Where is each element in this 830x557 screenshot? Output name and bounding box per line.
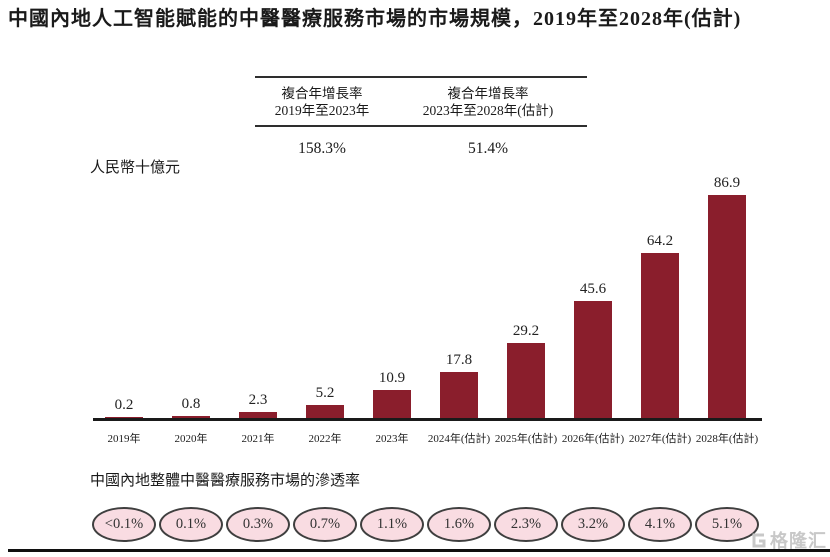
penetration-title: 中國內地整體中醫醫療服務市場的滲透率 <box>90 473 361 489</box>
watermark: 格隆汇 <box>750 527 827 553</box>
penetration-bubble: 0.3% <box>226 507 290 542</box>
penetration-bubble: 2.3% <box>494 507 558 542</box>
cagr-header-col1: 複合年增長率 2019年至2023年 <box>255 85 389 119</box>
bar-group: 0.2 <box>84 397 164 418</box>
cagr-header-col1-line2: 2019年至2023年 <box>274 103 370 118</box>
penetration-bubble: 0.1% <box>159 507 223 542</box>
penetration-bubble: 1.1% <box>360 507 424 542</box>
bar-value-label: 17.8 <box>445 352 473 368</box>
bar-value-label: 2.3 <box>248 392 268 408</box>
y-axis-unit-label: 人民幣十億元 <box>90 160 181 176</box>
cagr-table: 複合年增長率 2019年至2023年 複合年增長率 2023年至2028年(估計… <box>255 76 587 158</box>
bar-value-label: 64.2 <box>646 233 674 249</box>
bar-group: 86.9 <box>687 175 767 418</box>
cagr-value-2019-2023: 158.3% <box>298 140 346 157</box>
bar <box>172 416 210 418</box>
bar-group: 17.8 <box>419 352 499 418</box>
x-axis-tick-label: 2022年 <box>308 433 342 445</box>
cagr-table-header: 複合年增長率 2019年至2023年 複合年增長率 2023年至2028年(估計… <box>255 76 587 127</box>
bar-value-label: 5.2 <box>315 385 335 401</box>
penetration-bubble: 0.7% <box>293 507 357 542</box>
bar-value-label: 45.6 <box>579 281 607 297</box>
x-axis-tick-label: 2020年 <box>174 433 208 445</box>
bar <box>239 412 277 418</box>
bar <box>373 390 411 418</box>
bar-group: 5.2 <box>285 385 365 418</box>
bar-group: 29.2 <box>486 323 566 418</box>
bar-group: 64.2 <box>620 233 700 418</box>
x-axis-tick-label: 2019年 <box>107 433 141 445</box>
bar-group: 0.8 <box>151 396 231 418</box>
bar-value-label: 29.2 <box>512 323 540 339</box>
x-axis-tick-label: 2027年(估計) <box>628 433 692 445</box>
cagr-table-values: 158.3% 51.4% <box>255 127 587 158</box>
bar <box>507 343 545 418</box>
x-axis-line <box>93 418 762 421</box>
x-axis-tick-label: 2021年 <box>241 433 275 445</box>
bar <box>306 405 344 418</box>
bar-group: 10.9 <box>352 370 432 418</box>
x-axis-tick-label: 2024年(估計) <box>427 433 491 445</box>
penetration-bubble: 1.6% <box>427 507 491 542</box>
cagr-header-col2: 複合年增長率 2023年至2028年(估計) <box>389 85 587 119</box>
bar <box>574 301 612 418</box>
x-axis-tick-label: 2026年(估計) <box>561 433 625 445</box>
bar-group: 2.3 <box>218 392 298 418</box>
penetration-bubble: 4.1% <box>628 507 692 542</box>
bar <box>708 195 746 418</box>
watermark-text: 格隆汇 <box>770 531 827 551</box>
gelonghui-logo-icon <box>752 533 766 547</box>
bar <box>105 417 143 418</box>
cagr-header-col2-line2: 2023年至2028年(估計) <box>422 103 554 118</box>
cagr-value-2023-2028: 51.4% <box>467 140 509 157</box>
bar <box>641 253 679 418</box>
x-axis-tick-label: 2025年(估計) <box>494 433 558 445</box>
x-axis-tick-label: 2028年(估計) <box>695 433 759 445</box>
bar-value-label: 86.9 <box>713 175 741 191</box>
x-axis-tick-label: 2023年 <box>375 433 409 445</box>
bottom-divider <box>8 549 830 552</box>
cagr-header-col1-line1: 複合年增長率 <box>281 86 363 101</box>
penetration-bubble: <0.1% <box>92 507 156 542</box>
bar-group: 45.6 <box>553 281 633 418</box>
cagr-header-col2-line1: 複合年增長率 <box>447 86 529 101</box>
penetration-bubble: 5.1% <box>695 507 759 542</box>
penetration-bubble: 3.2% <box>561 507 625 542</box>
bar-value-label: 0.2 <box>114 397 134 413</box>
bar-value-label: 10.9 <box>378 370 406 386</box>
bar <box>440 372 478 418</box>
page-title: 中國內地人工智能賦能的中醫醫療服務市場的市場規模，2019年至2028年(估計) <box>8 8 742 30</box>
bar-value-label: 0.8 <box>181 396 201 412</box>
